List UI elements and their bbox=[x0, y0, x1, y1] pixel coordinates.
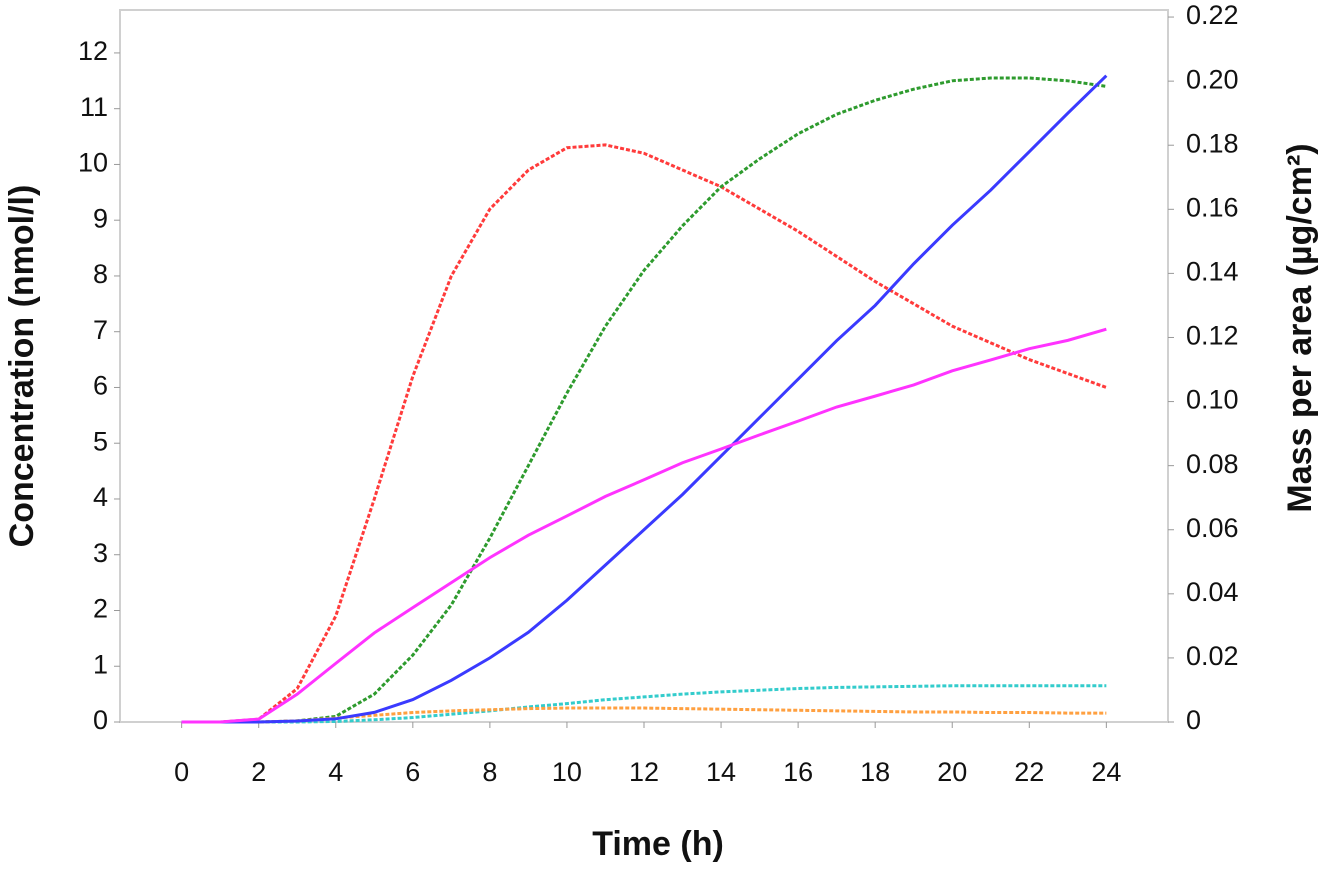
y2-tick-label: 0.02 bbox=[1186, 641, 1239, 671]
x-tick-label: 14 bbox=[706, 757, 736, 787]
x-tick-label: 18 bbox=[860, 757, 890, 787]
x-tick-label: 4 bbox=[328, 757, 343, 787]
x-tick-label: 10 bbox=[552, 757, 582, 787]
x-tick-label: 12 bbox=[629, 757, 659, 787]
y2-tick-label: 0.16 bbox=[1186, 192, 1239, 222]
y2-tick-label: 0.12 bbox=[1186, 321, 1239, 351]
y2-tick-label: 0.20 bbox=[1186, 64, 1239, 94]
y2-tick-label: 0.22 bbox=[1186, 0, 1239, 30]
plot-frame bbox=[119, 9, 1169, 723]
y-tick-label: 5 bbox=[93, 426, 108, 456]
series-line bbox=[181, 327, 1107, 724]
x-tick-label: 0 bbox=[174, 757, 189, 787]
y-tick-label: 2 bbox=[93, 594, 108, 624]
y2-tick-label: 0.08 bbox=[1186, 449, 1239, 479]
x-tick-label: 20 bbox=[937, 757, 967, 787]
y-tick-label: 7 bbox=[93, 315, 108, 345]
series-line bbox=[181, 76, 1107, 724]
series-line bbox=[181, 684, 1107, 724]
x-axis-title: Time (h) bbox=[592, 825, 724, 863]
x-tick-label: 16 bbox=[783, 757, 813, 787]
y2-tick-label: 0.06 bbox=[1186, 513, 1239, 543]
y-tick-label: 0 bbox=[93, 705, 108, 735]
x-tick-label: 22 bbox=[1014, 757, 1044, 787]
y-tick-label: 3 bbox=[93, 538, 108, 568]
y-tick-label: 12 bbox=[78, 36, 108, 66]
y2-tick-label: 0 bbox=[1186, 705, 1201, 735]
series-line bbox=[181, 706, 1107, 724]
y2-axis-title: Mass per area (µg/cm²) bbox=[1281, 143, 1319, 512]
y-tick-label: 8 bbox=[93, 259, 108, 289]
y-tick-label: 4 bbox=[93, 482, 108, 512]
y-axis-title: Concentration (nmol/l) bbox=[3, 185, 41, 548]
y-tick-label: 6 bbox=[93, 371, 108, 401]
series-line bbox=[181, 143, 1107, 724]
x-tick-label: 8 bbox=[482, 757, 497, 787]
y-tick-label: 10 bbox=[78, 148, 108, 178]
x-tick-label: 2 bbox=[251, 757, 266, 787]
y-tick-label: 11 bbox=[80, 92, 108, 122]
y2-tick-label: 0.10 bbox=[1186, 385, 1239, 415]
x-tick-label: 24 bbox=[1091, 757, 1121, 787]
y2-tick-label: 0.04 bbox=[1186, 577, 1239, 607]
y2-tick-label: 0.18 bbox=[1186, 128, 1239, 158]
x-tick-label: 6 bbox=[405, 757, 420, 787]
y2-tick-label: 0.14 bbox=[1186, 257, 1239, 287]
y-tick-label: 1 bbox=[93, 649, 108, 679]
y-tick-label: 9 bbox=[93, 203, 108, 233]
series-line bbox=[181, 74, 1108, 724]
